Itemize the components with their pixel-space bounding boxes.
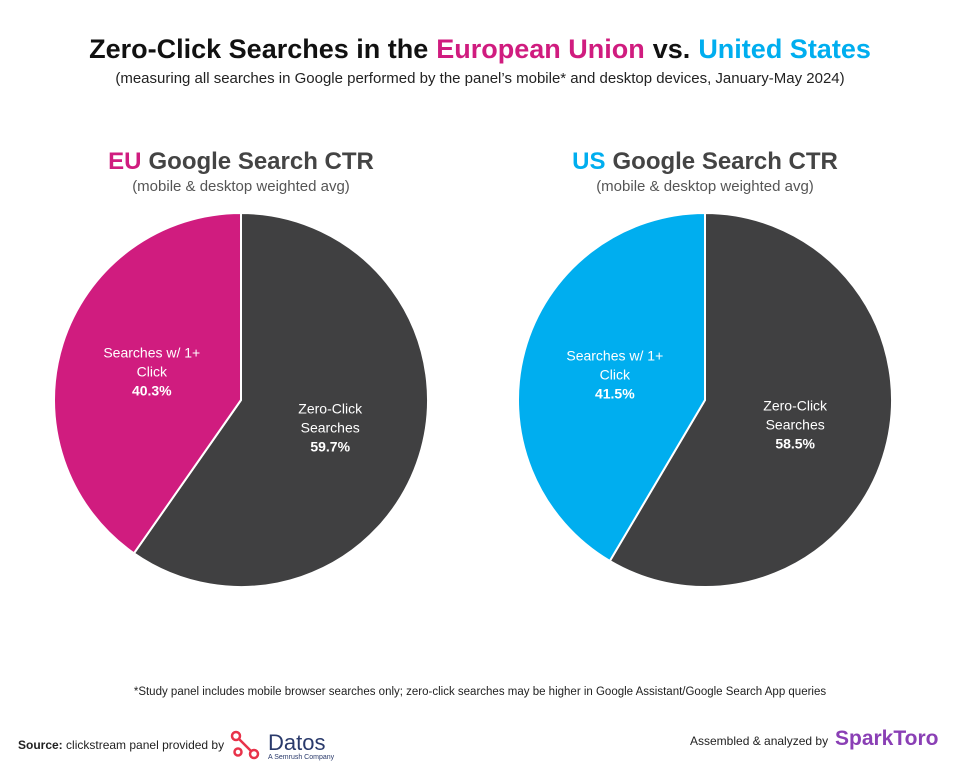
pie-slice xyxy=(517,211,706,563)
slice-label: Zero-Click Searches 58.5% xyxy=(735,396,855,453)
pie-title: EU Google Search CTR xyxy=(9,148,473,176)
datos-logo xyxy=(230,730,260,760)
slice-category: Zero-Click Searches xyxy=(298,400,363,436)
assembled-text: Assembled & analyzed by xyxy=(690,734,829,748)
pie-subtitle: (mobile & desktop weighted avg) xyxy=(132,178,350,195)
slice-label: Zero-Click Searches 59.7% xyxy=(270,400,390,457)
datos-tagline: A Semrush Company xyxy=(268,754,335,761)
title: Zero-Click Searches in the European Union… xyxy=(0,34,960,65)
pie-title-prefix: EU xyxy=(108,148,142,175)
source-label: Source: xyxy=(18,738,63,752)
slice-category: Zero-Click Searches xyxy=(763,397,828,433)
subtitle: (measuring all searches in Google perfor… xyxy=(115,70,845,87)
slice-category: Searches w/ 1+ Click xyxy=(566,347,664,383)
title-eu: European Union xyxy=(436,34,645,64)
slice-label: Searches w/ 1+ Click 40.3% xyxy=(92,343,212,400)
slice-value: 59.7% xyxy=(310,438,351,455)
slice-value: 58.5% xyxy=(775,435,816,452)
footnote: *Study panel includes mobile browser sea… xyxy=(133,686,827,698)
source-text: clickstream panel provided by xyxy=(66,738,225,752)
pie-subtitle: (mobile & desktop weighted avg) xyxy=(596,178,814,195)
pie-title: US Google Search CTR xyxy=(473,148,937,176)
title-us: United States xyxy=(698,34,871,64)
pie-title-text: Google Search CTR xyxy=(148,148,374,175)
pie-title-text: Google Search CTR xyxy=(612,148,838,175)
slice-value: 40.3% xyxy=(131,382,172,399)
slice-value: 41.5% xyxy=(594,385,635,402)
datos-brand: Datos xyxy=(268,730,326,755)
title-text: vs. xyxy=(652,34,691,64)
pie-slice xyxy=(132,211,429,588)
sparktoro-brand: SparkToro xyxy=(835,727,939,750)
slice-category: Searches w/ 1+ Click xyxy=(103,344,201,380)
pie-slice xyxy=(608,211,893,588)
pie-title-prefix: US xyxy=(572,148,606,175)
pie-slice xyxy=(53,211,242,555)
source: Source: clickstream panel provided by xyxy=(18,738,224,752)
title-text: Zero-Click Searches in the xyxy=(89,34,429,64)
slice-label: Searches w/ 1+ Click 41.5% xyxy=(555,347,675,404)
